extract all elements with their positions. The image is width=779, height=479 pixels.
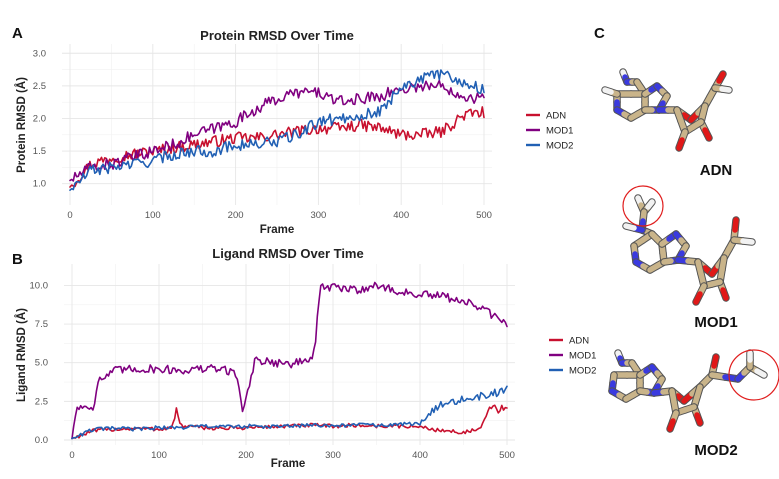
mod2-molecule-image	[608, 349, 768, 433]
x-tick-label: 100	[151, 450, 167, 461]
chart-title: Ligand RMSD Over Time	[212, 246, 363, 261]
panel-letter-a: A	[12, 25, 23, 42]
panel-letter-c: C	[594, 25, 605, 42]
tick-labels: 0 100 200 300 400 500 0.0 2.5 5.0 7.5 10.0	[30, 280, 515, 461]
legend-label-mod1: MOD1	[546, 126, 573, 137]
protein-rmsd-chart: Protein RMSD Over Time Frame Protein RMS…	[15, 28, 573, 236]
chart-title: Protein RMSD Over Time	[200, 28, 354, 43]
x-tick-label: 0	[67, 210, 72, 221]
legend: ADN MOD1 MOD2	[526, 111, 573, 152]
legend-label-adn: ADN	[546, 111, 566, 122]
mod1-molecule-image	[622, 194, 756, 306]
x-tick-label: 200	[228, 210, 244, 221]
y-tick-label: 2.5	[35, 396, 48, 407]
x-tick-label: 400	[393, 210, 409, 221]
legend: ADN MOD1 MOD2	[549, 336, 596, 377]
y-tick-label: 2.5	[33, 81, 46, 92]
y-tick-label: 1.0	[33, 179, 46, 190]
y-tick-label: 2.0	[33, 113, 46, 124]
x-axis-title: Frame	[260, 224, 295, 236]
series-group	[69, 69, 485, 191]
y-tick-label: 5.0	[35, 358, 48, 369]
x-tick-label: 0	[69, 450, 74, 461]
series-line-mod2	[69, 69, 485, 191]
y-tick-label: 7.5	[35, 319, 48, 330]
y-tick-label: 3.0	[33, 48, 46, 59]
panel-letter-b: B	[12, 251, 23, 268]
x-axis-title: Frame	[271, 458, 306, 470]
x-tick-label: 300	[310, 210, 326, 221]
x-tick-label: 300	[325, 450, 341, 461]
series-line-mod2	[71, 385, 508, 440]
legend-label-adn: ADN	[569, 336, 589, 347]
modification-highlight-circle-mod2	[728, 349, 779, 401]
molecule-label-mod2: MOD2	[694, 442, 737, 459]
modification-highlight-circle-mod1	[622, 185, 664, 227]
x-tick-label: 400	[412, 450, 428, 461]
legend-label-mod1: MOD1	[569, 351, 596, 362]
x-tick-label: 100	[145, 210, 161, 221]
x-tick-label: 500	[499, 450, 515, 461]
y-tick-label: 1.5	[33, 146, 46, 157]
x-tick-label: 200	[238, 450, 254, 461]
series-line-mod1	[71, 281, 508, 440]
grid	[64, 264, 515, 445]
ligand-rmsd-chart: Ligand RMSD Over Time Frame Ligand RMSD …	[15, 246, 596, 470]
tick-labels: 0 100 200 300 400 500 1.0 1.5 2.0 2.5 3.0	[33, 48, 492, 221]
legend-label-mod2: MOD2	[546, 141, 573, 152]
y-tick-label: 10.0	[30, 280, 49, 291]
grid	[62, 44, 492, 205]
y-tick-label: 0.0	[35, 435, 48, 446]
x-tick-label: 500	[476, 210, 492, 221]
legend-label-mod2: MOD2	[569, 366, 596, 377]
series-group	[71, 281, 508, 440]
molecule-label-mod1: MOD1	[694, 314, 737, 331]
y-axis-title: Ligand RMSD (Å)	[15, 308, 28, 402]
y-axis-title: Protein RMSD (Å)	[15, 77, 28, 173]
molecule-label-adn: ADN	[700, 162, 733, 179]
adn-molecule-image	[601, 68, 733, 152]
